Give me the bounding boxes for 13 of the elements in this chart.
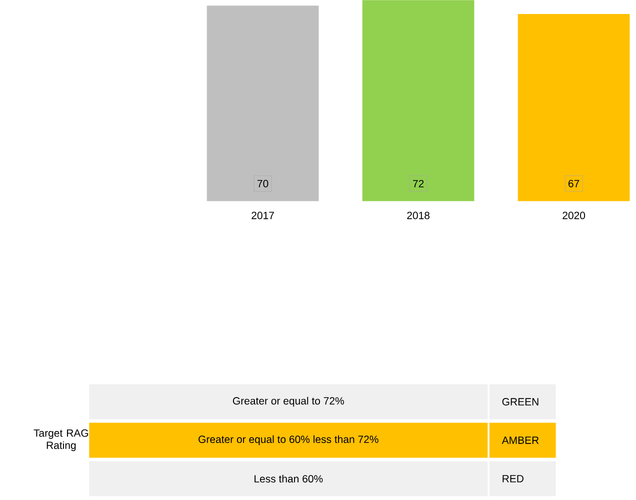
data-label: 70 bbox=[258, 180, 268, 188]
text: RED bbox=[502, 475, 524, 482]
data-label: 72 bbox=[413, 180, 424, 188]
text: Greater or equal to 60% less than 72% bbox=[198, 436, 378, 446]
text: Target RAG Rating bbox=[34, 430, 88, 452]
text: GREEN bbox=[502, 398, 538, 406]
text: AMBER bbox=[502, 436, 539, 444]
x-tick-label: 2017 bbox=[252, 212, 274, 220]
text: Less than 60% bbox=[254, 474, 323, 483]
x-tick-label: 2018 bbox=[407, 212, 430, 220]
x-tick-label: 2020 bbox=[562, 212, 586, 220]
text: Greater or equal to 72% bbox=[232, 397, 344, 407]
data-label: 67 bbox=[568, 180, 580, 188]
